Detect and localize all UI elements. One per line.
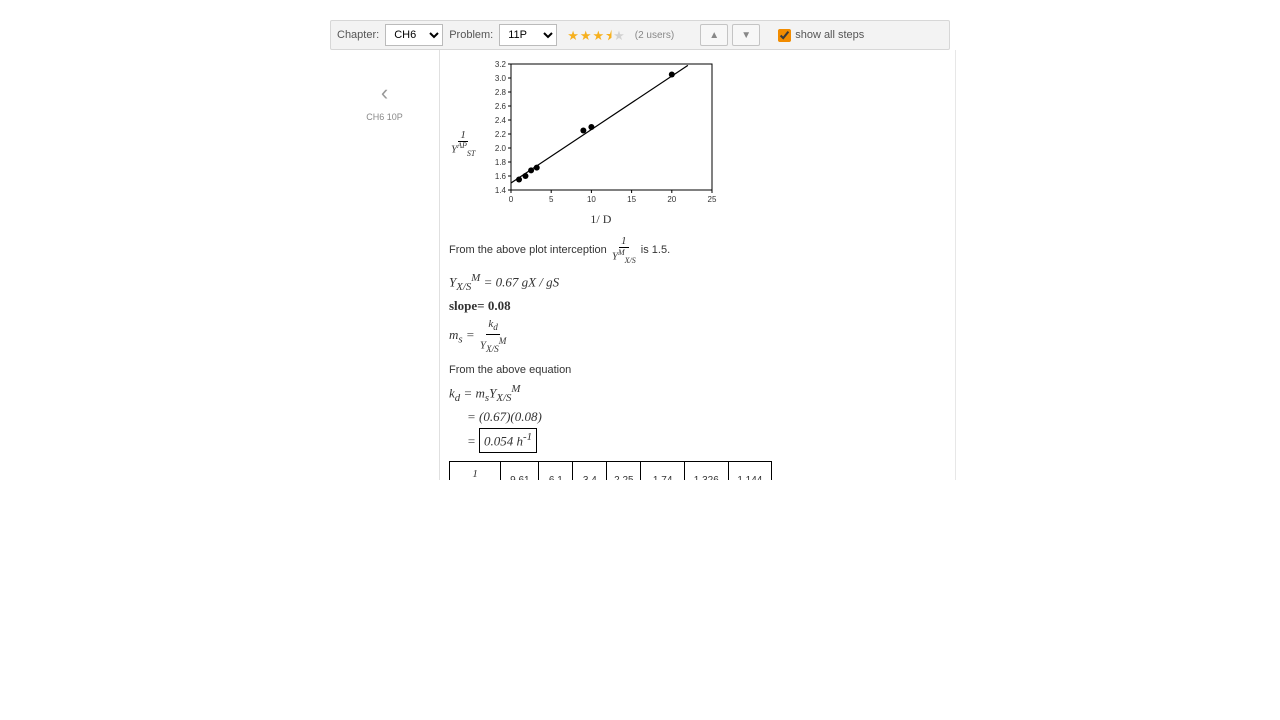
table-cell: 1.326 bbox=[684, 461, 728, 480]
slope-value: slope= 0.08 bbox=[449, 297, 947, 315]
svg-text:2.8: 2.8 bbox=[495, 88, 507, 97]
svg-text:1.6: 1.6 bbox=[495, 172, 507, 181]
table-cell: 1.74 bbox=[641, 461, 685, 480]
svg-text:3.0: 3.0 bbox=[495, 74, 507, 83]
svg-text:1.4: 1.4 bbox=[495, 186, 507, 195]
prev-problem-label: CH6 10P bbox=[366, 112, 403, 122]
table-cell: 1.144 bbox=[728, 461, 772, 480]
yxs-equation: YX/SM = 0.67 gX / gS bbox=[449, 271, 947, 295]
step-down-button[interactable]: ▼ bbox=[732, 24, 760, 46]
prev-arrow-icon[interactable]: ‹ bbox=[381, 80, 388, 106]
svg-text:20: 20 bbox=[668, 195, 677, 204]
toolbar: Chapter: CH6 Problem: 11P ★★★⯨★ (2 users… bbox=[330, 20, 950, 50]
y-axis-label: 1 YAPST bbox=[449, 127, 477, 159]
x-axis-label: 1/ D bbox=[483, 212, 718, 227]
svg-text:2.4: 2.4 bbox=[495, 116, 507, 125]
svg-text:2.0: 2.0 bbox=[495, 144, 507, 153]
kd-line1: kd = msYX/SM bbox=[449, 382, 947, 406]
row1-header: 1D + kd bbox=[450, 461, 501, 480]
star-icon: ★ bbox=[593, 29, 605, 42]
svg-text:0: 0 bbox=[509, 195, 514, 204]
from-equation-text: From the above equation bbox=[449, 364, 947, 376]
svg-text:3.2: 3.2 bbox=[495, 60, 507, 69]
star-icon: ★ bbox=[580, 29, 592, 42]
show-all-label: show all steps bbox=[795, 29, 864, 41]
ylabel-den: YAPST bbox=[449, 142, 477, 158]
table-cell: 2.25 bbox=[607, 461, 641, 480]
svg-text:10: 10 bbox=[587, 195, 596, 204]
svg-text:5: 5 bbox=[549, 195, 554, 204]
intercept-text: From the above plot interception 1 YMX/S… bbox=[449, 235, 947, 265]
scatter-chart: 1.4 1.6 1.8 2.0 2.2 2.4 2.6 2.8 3.0 3.2 0 5 10 15 20 25 bbox=[483, 58, 718, 208]
show-all-steps[interactable]: show all steps bbox=[778, 29, 864, 42]
chart-svg-wrap: 1.4 1.6 1.8 2.0 2.2 2.4 2.6 2.8 3.0 3.2 0 5 10 15 20 25… bbox=[483, 58, 718, 227]
table-row: 1D + kd 9.616.13.42.251.741.3261.144 bbox=[450, 461, 772, 480]
svg-text:2.2: 2.2 bbox=[495, 130, 507, 139]
svg-text:15: 15 bbox=[628, 195, 637, 204]
kd-line2: = (0.67)(0.08) bbox=[449, 408, 947, 426]
svg-text:2.6: 2.6 bbox=[495, 102, 507, 111]
prev-problem-sidebar: ‹ CH6 10P bbox=[330, 50, 440, 480]
chapter-select[interactable]: CH6 bbox=[385, 24, 443, 46]
problem-select[interactable]: 11P bbox=[499, 24, 557, 46]
table-cell: 3.4 bbox=[573, 461, 607, 480]
ms-equation: ms = kd YX/SM bbox=[449, 317, 947, 356]
star-icon: ★ bbox=[567, 29, 579, 42]
solution-content: 1 YAPST 1.4 1.6 1.8 2.0 2.2 2.4 2.6 2.8 3.0 3.2 0 5… bbox=[441, 50, 956, 480]
kd-line3: = 0.054 h-1 bbox=[449, 428, 947, 453]
chapter-label: Chapter: bbox=[337, 29, 379, 41]
table-cell: 6.1 bbox=[539, 461, 573, 480]
step-up-button[interactable]: ▲ bbox=[700, 24, 728, 46]
data-table: 1D + kd 9.616.13.42.251.741.3261.144 1S … bbox=[449, 461, 772, 480]
chart-area: 1 YAPST 1.4 1.6 1.8 2.0 2.2 2.4 2.6 2.8 3.0 3.2 0 5… bbox=[449, 58, 947, 227]
problem-label: Problem: bbox=[449, 29, 493, 41]
rating-users: (2 users) bbox=[635, 30, 674, 41]
star-empty-icon: ★ bbox=[613, 29, 625, 42]
svg-text:1.8: 1.8 bbox=[495, 158, 507, 167]
show-all-checkbox[interactable] bbox=[778, 29, 791, 42]
rating-stars[interactable]: ★★★⯨★ bbox=[567, 29, 625, 42]
table-cell: 9.61 bbox=[501, 461, 539, 480]
svg-text:25: 25 bbox=[708, 195, 717, 204]
star-half-icon: ⯨ bbox=[605, 29, 612, 42]
